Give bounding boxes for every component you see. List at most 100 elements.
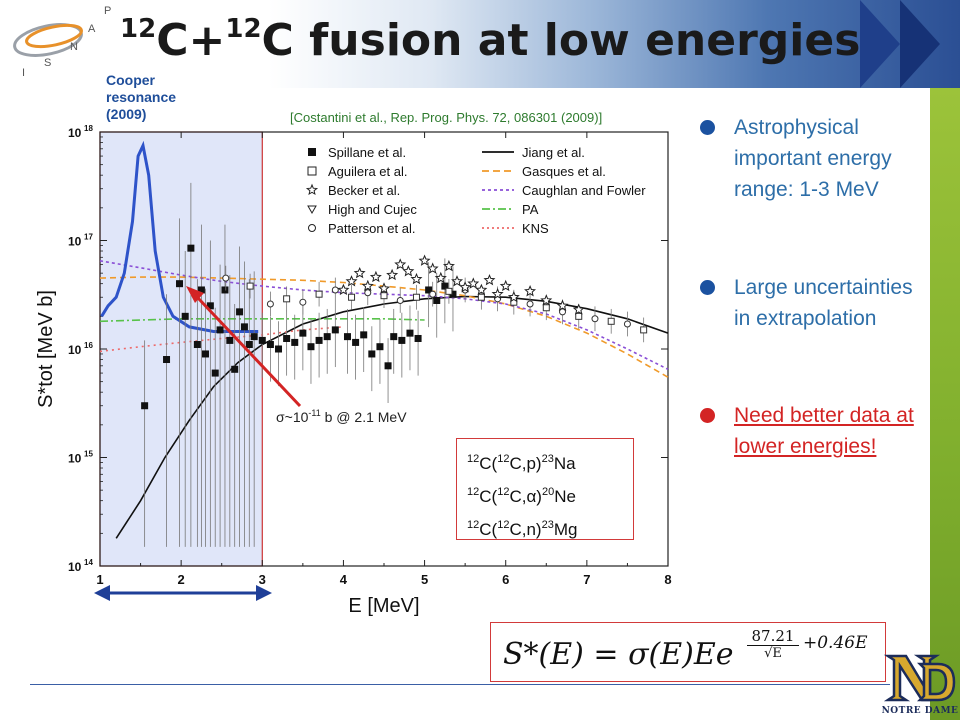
becker-point <box>402 265 415 277</box>
spillane-point <box>221 286 229 294</box>
spillane-point <box>384 362 392 370</box>
aguilera-point <box>283 295 291 303</box>
aguilera-point <box>315 290 323 298</box>
legend-label: KNS <box>522 221 549 236</box>
aguilera-point <box>246 282 254 290</box>
y-tick-label: 10 <box>68 126 82 140</box>
curve-caughlan-and-fowler <box>99 260 669 371</box>
x-tick-label: 1 <box>96 572 103 587</box>
reaction-box: 12C(12C,p)23Na 12C(12C,α)20Ne 12C(12C,n)… <box>456 438 634 540</box>
reaction-line: 12C(12C,p)23Na <box>467 453 576 473</box>
patterson-point <box>559 308 567 316</box>
becker-point <box>386 268 399 281</box>
range-arrowhead-right <box>256 585 272 601</box>
legend-marker <box>308 224 316 232</box>
spillane-point <box>197 286 205 294</box>
patterson-point <box>429 290 437 298</box>
becker-point <box>442 259 455 272</box>
legend-marker <box>305 183 319 196</box>
spillane-point <box>250 333 258 341</box>
formula-exponent-tail: +0.46E <box>803 633 868 653</box>
spillane-point <box>315 336 323 344</box>
legend-label: Gasques et al. <box>522 164 606 179</box>
spillane-point <box>299 329 307 337</box>
patterson-point <box>591 315 599 323</box>
isnap-letter: A <box>88 23 96 35</box>
spillane-point <box>176 280 184 288</box>
becker-point <box>434 271 447 284</box>
patterson-point <box>364 289 372 297</box>
spillane-point <box>360 331 368 339</box>
y-tick-label: 10 <box>68 235 82 249</box>
spillane-point <box>406 329 414 337</box>
spillane-point <box>236 308 244 316</box>
side-accent-bar <box>930 88 960 720</box>
patterson-point <box>266 300 274 308</box>
spillane-point <box>258 336 266 344</box>
legend-label: High and Cujec <box>328 202 417 217</box>
legend-label: Spillane et al. <box>328 145 406 160</box>
banner-chevron <box>900 0 940 88</box>
slide-title: 12C+12C fusion at low energies <box>120 14 861 66</box>
x-tick-label: 4 <box>340 572 348 587</box>
becker-point <box>459 281 472 293</box>
isnap-letter: I <box>22 67 25 79</box>
range-arrowhead-left <box>94 585 110 601</box>
spillane-point <box>226 336 234 344</box>
spillane-point <box>201 350 209 358</box>
legend-label: PA <box>522 202 539 217</box>
becker-point <box>451 275 464 287</box>
y-axis-label: S*tot [MeV b] <box>35 290 57 408</box>
aguilera-point <box>380 292 388 300</box>
reaction-line: 12C(12C,α)20Ne <box>467 486 576 506</box>
isnap-letter: S <box>44 57 51 69</box>
becker-point <box>540 294 553 306</box>
banner-chevron <box>860 0 900 88</box>
citation: [Costantini et al., Rep. Prog. Phys. 72,… <box>290 110 603 125</box>
y-tick-exponent: 15 <box>84 450 93 459</box>
sigma-arrowhead <box>186 286 204 303</box>
aguilera-point <box>575 312 583 320</box>
spillane-point <box>187 244 195 252</box>
y-tick-exponent: 16 <box>84 341 93 350</box>
becker-point <box>418 254 431 266</box>
spillane-point <box>211 369 219 377</box>
becker-point <box>345 275 358 287</box>
spillane-point <box>163 356 171 364</box>
spillane-point <box>343 333 351 341</box>
aguilera-point <box>640 326 648 334</box>
aguilera-point <box>412 293 420 301</box>
aguilera-point <box>445 287 453 295</box>
aguilera-point <box>607 317 615 325</box>
spillane-point <box>283 334 291 342</box>
becker-point <box>507 290 520 303</box>
y-tick-exponent: 14 <box>84 558 93 567</box>
becker-point <box>361 279 374 292</box>
bullet-dot-icon <box>700 120 715 135</box>
spillane-point <box>231 365 239 373</box>
cooper-resonance-label: Cooper resonance (2009) <box>106 72 177 122</box>
x-tick-label: 5 <box>421 572 428 587</box>
becker-point <box>475 283 488 296</box>
s-factor-formula: S*(E) = σ(E)Ee 87.21 √E +0.46E <box>490 622 886 682</box>
legend-label: Patterson et al. <box>328 221 415 236</box>
becker-point <box>467 277 480 289</box>
spillane-point <box>390 333 398 341</box>
bullet-dot-icon <box>700 280 715 295</box>
cross-section-note: σ~10-11 b @ 2.1 MeV <box>276 408 407 425</box>
spillane-point <box>275 345 283 353</box>
spillane-point <box>368 350 376 358</box>
patterson-point <box>526 300 534 308</box>
isnap-letter: P <box>104 5 111 17</box>
becker-point <box>353 266 366 279</box>
becker-point <box>410 272 423 285</box>
x-tick-label: 3 <box>259 572 266 587</box>
becker-point <box>394 258 407 270</box>
legend-label: Caughlan and Fowler <box>522 183 646 198</box>
y-tick-label: 10 <box>68 343 82 357</box>
legend-label: Becker et al. <box>328 183 400 198</box>
spillane-point <box>425 286 433 294</box>
spillane-point <box>245 341 253 349</box>
